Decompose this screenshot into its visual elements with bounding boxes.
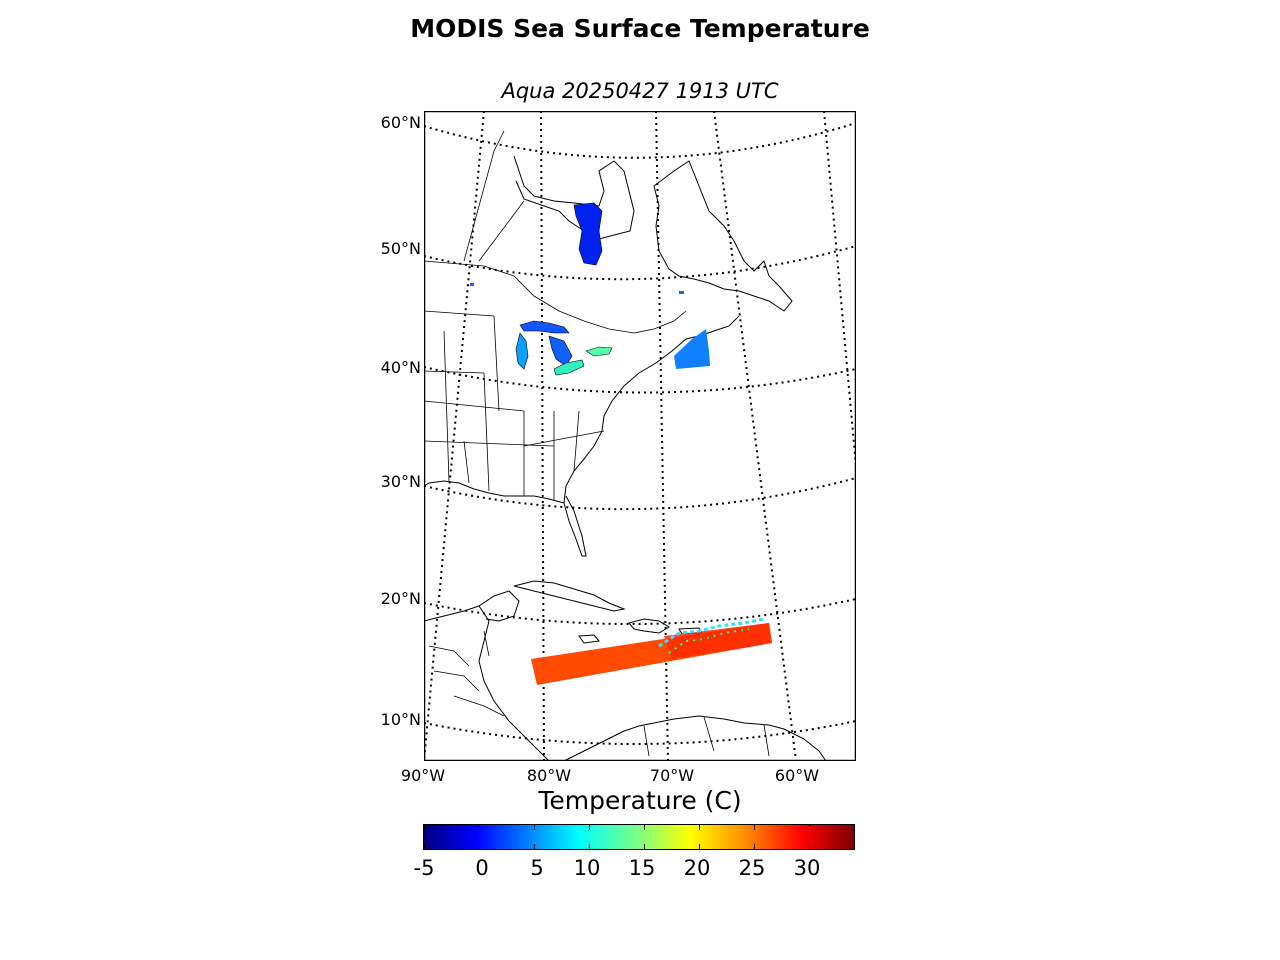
central-america-borders (428, 630, 505, 717)
sst-lake-ontario (585, 346, 613, 357)
sst-speck-2 (679, 291, 684, 294)
map-panel (424, 111, 856, 761)
meridian-60w (713, 111, 797, 761)
sst-lake-michigan (515, 332, 529, 370)
sst-lake-superior (519, 320, 570, 334)
lon-label-70w: 70°W (649, 766, 695, 785)
lon-label-80w: 80°W (526, 766, 572, 785)
lat-label-40n: 40°N (380, 358, 421, 377)
labrador-coast (653, 160, 793, 312)
colorbar (423, 824, 855, 850)
lat-label-20n: 20°N (380, 589, 421, 608)
yucatan (478, 590, 520, 622)
parallel-30n (424, 477, 856, 511)
parallel-60n (424, 122, 856, 159)
meridian-80w (540, 111, 545, 761)
coastlines (424, 155, 827, 761)
lat-label-50n: 50°N (380, 239, 421, 258)
lat-label-30n: 30°N (380, 472, 421, 491)
colorbar-tick-label: 10 (573, 856, 601, 880)
hispaniola (628, 618, 670, 634)
sst-speck-1 (470, 283, 474, 286)
sst-lake-erie (553, 359, 585, 376)
jamaica (578, 634, 600, 644)
meridian-90w (424, 111, 485, 761)
figure-title: MODIS Sea Surface Temperature (410, 14, 870, 43)
lat-label-60n: 60°N (380, 113, 421, 132)
lon-label-90w: 90°W (400, 766, 446, 785)
sst-gulf-of-maine (674, 329, 710, 369)
canada-province-border-2 (478, 200, 525, 262)
central-america (424, 605, 550, 761)
colorbar-tick-label: 30 (793, 856, 821, 880)
colorbar-tick-label: 15 (628, 856, 656, 880)
colorbar-tick-label: -5 (413, 856, 435, 880)
parallel-50n (424, 245, 856, 281)
south-america-borders (643, 716, 770, 757)
map-frame (424, 111, 856, 761)
colorbar-tick-label: 25 (738, 856, 766, 880)
parallel-40n (424, 366, 856, 394)
colorbar-tick-label: 0 (475, 856, 489, 880)
sst-hudson-bay (573, 202, 603, 266)
hudson-bay-coast (513, 155, 635, 240)
colorbar-tick-label: 20 (683, 856, 711, 880)
colorbar-tick-label: 5 (530, 856, 544, 880)
graticule-parallels (424, 122, 856, 745)
atlantic-coast (563, 315, 740, 557)
us-canada-border (424, 260, 687, 334)
sst-caribbean-swath-east (664, 623, 772, 659)
us-state-borders (424, 310, 605, 501)
sst-data-layer (470, 202, 772, 685)
gulf-coast (424, 480, 565, 504)
sst-caribbean-cloud-edge (658, 617, 765, 648)
colorbar-title: Temperature (C) (538, 786, 742, 815)
canada-province-border-1 (463, 130, 505, 262)
parallel-10n (424, 720, 856, 745)
lat-label-10n: 10°N (380, 710, 421, 729)
figure-subtitle: Aqua 20250427 1913 UTC (501, 79, 779, 103)
lon-label-60w: 60°W (774, 766, 820, 785)
parallel-20n (424, 598, 856, 626)
cuba (513, 580, 626, 612)
political-borders (424, 130, 770, 757)
south-america-coast (563, 715, 827, 761)
